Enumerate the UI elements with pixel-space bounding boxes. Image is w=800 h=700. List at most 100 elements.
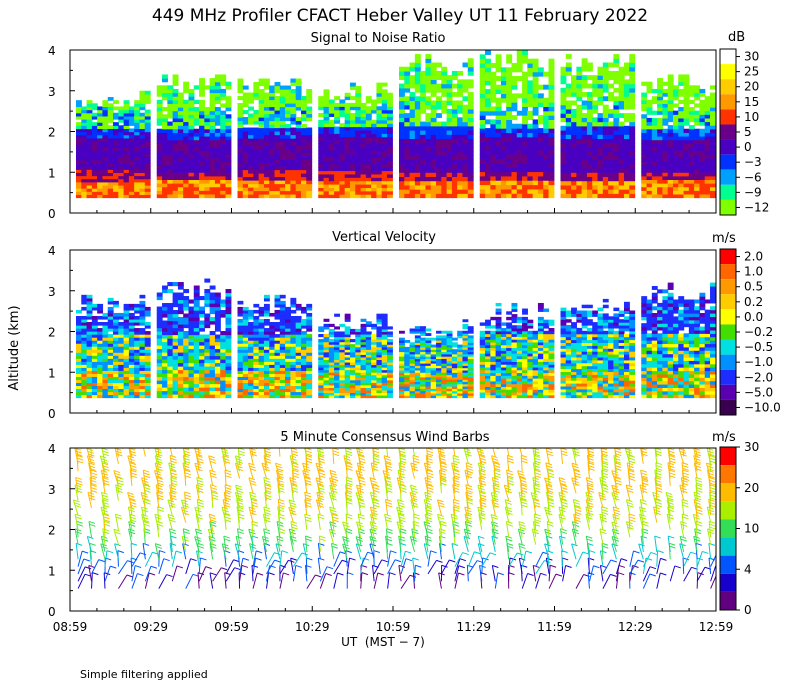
- heat-cell: [156, 99, 163, 105]
- heat-cell: [694, 168, 701, 173]
- heat-cell: [290, 82, 297, 87]
- heat-cell: [381, 173, 388, 178]
- heat-cell: [360, 163, 367, 168]
- heat-cell: [678, 161, 685, 166]
- heat-cell: [344, 328, 351, 333]
- heat-cell: [162, 179, 168, 184]
- heat-cell: [183, 387, 190, 392]
- heat-cell: [279, 131, 286, 136]
- heat-cell: [81, 349, 88, 353]
- heat-cell: [300, 99, 307, 104]
- heat-cell: [641, 135, 648, 141]
- heat-cell: [641, 186, 648, 191]
- heat-cell: [306, 337, 313, 341]
- heat-cell: [581, 79, 588, 85]
- heat-cell: [139, 379, 146, 384]
- heat-cell: [97, 191, 104, 195]
- heat-cell: [527, 171, 534, 177]
- heat-cell: [76, 379, 82, 384]
- heat-cell: [91, 343, 98, 347]
- heat-cell: [295, 337, 302, 341]
- heat-cell: [387, 167, 393, 172]
- heat-cell: [76, 188, 82, 192]
- heat-cell: [209, 96, 216, 101]
- heat-cell: [511, 158, 518, 164]
- heat-cell: [360, 336, 367, 340]
- heat-cell: [339, 336, 346, 340]
- colorbar-swatch: [720, 154, 736, 170]
- heat-cell: [355, 359, 362, 363]
- heat-cell: [118, 169, 125, 173]
- heat-cell: [300, 352, 307, 356]
- heat-cell: [118, 388, 125, 393]
- heat-cell: [193, 310, 200, 315]
- heat-cell: [172, 369, 179, 374]
- heat-cell: [323, 187, 330, 192]
- heat-cell: [97, 382, 104, 387]
- heat-cell: [592, 151, 599, 156]
- heat-cell: [349, 116, 356, 121]
- heat-cell: [683, 135, 690, 141]
- heat-cell: [339, 177, 346, 182]
- heat-cell: [220, 179, 227, 184]
- heat-cell: [193, 355, 200, 360]
- heat-cell: [613, 163, 620, 169]
- heat-cell: [371, 136, 378, 141]
- heat-cell: [172, 296, 179, 301]
- heat-cell: [683, 81, 690, 86]
- heat-cell: [76, 382, 82, 387]
- heat-cell: [91, 150, 98, 155]
- heat-cell: [404, 146, 411, 152]
- heat-cell: [167, 373, 174, 378]
- heat-cell: [532, 80, 539, 86]
- heat-cell: [678, 125, 685, 130]
- heat-cell: [344, 183, 351, 188]
- heat-cell: [339, 387, 346, 391]
- heat-cell: [651, 146, 658, 152]
- heat-cell: [560, 151, 567, 156]
- heat-cell: [172, 362, 179, 367]
- heat-cell: [662, 99, 669, 105]
- heat-cell: [667, 99, 674, 105]
- heat-cell: [139, 337, 146, 341]
- heat-cell: [199, 359, 205, 364]
- heat-cell: [274, 379, 281, 384]
- heat-cell: [144, 188, 151, 192]
- heat-cell: [349, 113, 356, 117]
- heat-cell: [162, 150, 168, 155]
- heat-cell: [376, 344, 383, 348]
- heat-cell: [220, 168, 227, 173]
- heat-cell: [387, 392, 393, 396]
- heat-cell: [560, 87, 567, 93]
- heat-cell: [199, 183, 205, 188]
- heat-cell: [220, 103, 227, 108]
- heat-cell: [344, 123, 351, 128]
- heat-cell: [318, 160, 325, 165]
- heat-cell: [462, 130, 469, 135]
- heat-cell: [467, 92, 474, 97]
- heat-cell: [500, 171, 507, 177]
- heat-cell: [522, 180, 528, 186]
- heat-cell: [376, 180, 383, 185]
- heat-cell: [608, 121, 614, 127]
- heat-cell: [81, 385, 88, 390]
- heat-cell: [414, 58, 421, 64]
- heat-cell: [123, 318, 130, 323]
- heat-cell: [446, 121, 453, 127]
- heat-cell: [667, 175, 674, 181]
- heat-cell: [118, 346, 125, 350]
- heat-cell: [214, 143, 221, 148]
- heat-cell: [274, 337, 281, 341]
- heat-cell: [107, 103, 114, 108]
- heat-cell: [704, 132, 711, 137]
- heat-cell: [76, 334, 82, 338]
- heat-cell: [91, 315, 98, 320]
- heat-cell: [623, 184, 630, 190]
- heat-cell: [290, 300, 297, 305]
- heat-cell: [81, 331, 88, 335]
- heat-cell: [404, 184, 411, 190]
- heat-cell: [323, 356, 330, 361]
- heat-cell: [263, 346, 270, 350]
- heat-cell: [167, 146, 174, 152]
- heat-cell: [490, 171, 497, 177]
